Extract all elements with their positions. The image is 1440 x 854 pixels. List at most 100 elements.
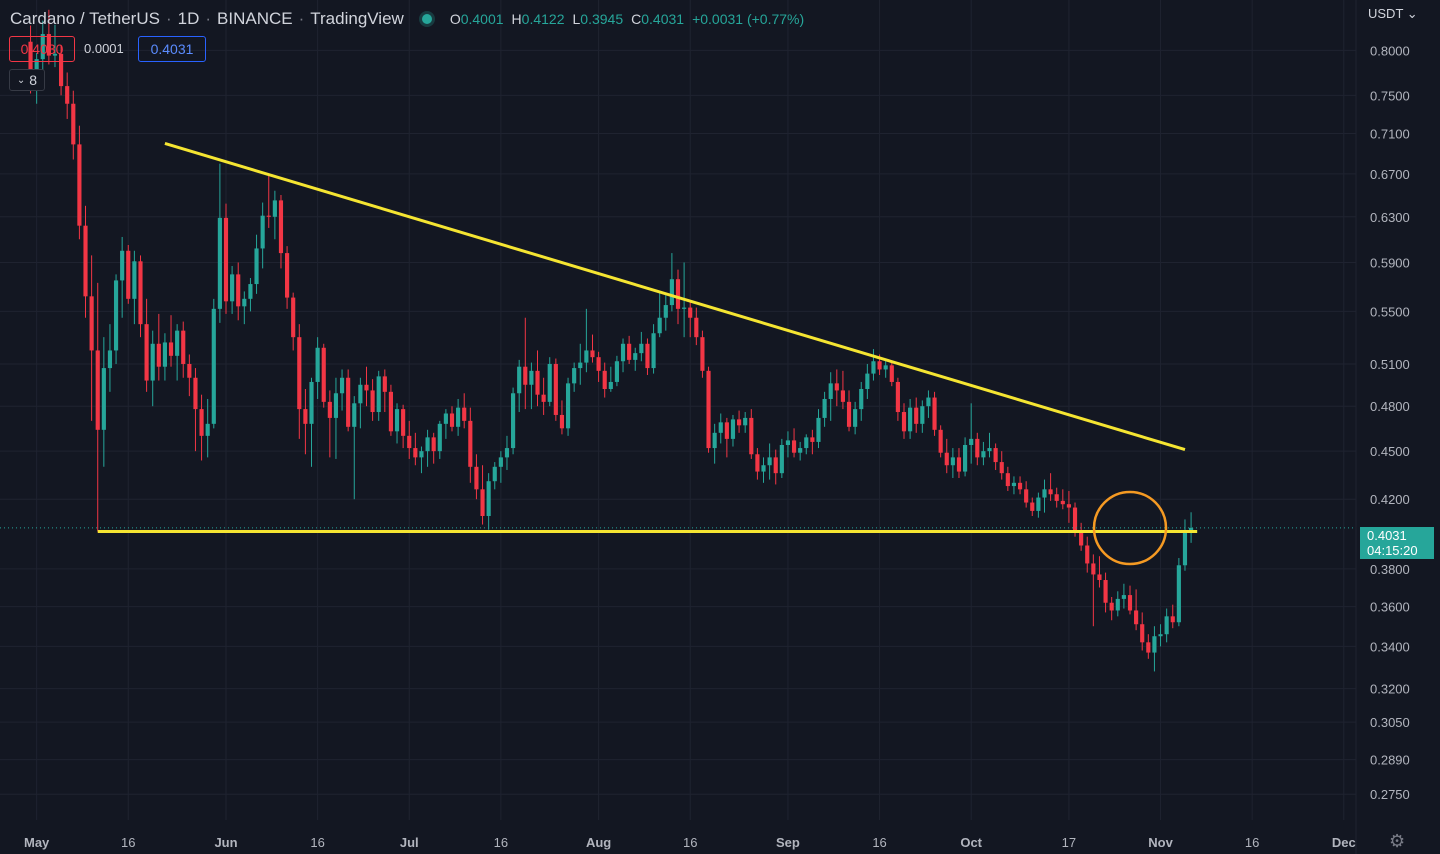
candle-body [1140, 624, 1145, 643]
trendlines[interactable] [0, 141, 1356, 566]
candle-body [956, 457, 962, 472]
x-tick-label: 16 [310, 835, 324, 850]
candle-body [559, 414, 565, 429]
candle-body [278, 200, 284, 254]
candle [1115, 591, 1120, 617]
candle-body [425, 437, 430, 452]
candle-body [950, 457, 955, 466]
candle [938, 425, 943, 458]
candle [688, 301, 693, 338]
candle [804, 434, 809, 455]
candle-body [449, 413, 455, 427]
candle [956, 448, 962, 478]
candle-body [1176, 565, 1181, 623]
symbol-name[interactable]: Cardano / TetherUS [10, 9, 160, 28]
candle [1134, 589, 1139, 631]
candle [77, 125, 82, 240]
candle-body [401, 409, 406, 436]
indicators-count: 8 [29, 72, 38, 88]
candle-body [724, 422, 729, 439]
candle [236, 262, 241, 321]
candle-body [755, 454, 760, 472]
candle [175, 324, 180, 381]
candle-body [804, 437, 809, 449]
y-tick-label: 0.3200 [1370, 682, 1410, 697]
candle-body [682, 307, 687, 309]
candle-body [175, 330, 180, 356]
separator-dot: · [298, 9, 305, 28]
buy-button[interactable]: 0.4031 [138, 36, 206, 62]
candle [394, 403, 400, 444]
candle [1066, 490, 1071, 523]
candle [333, 377, 339, 459]
currency-selector[interactable]: USDT ⌄ [1368, 6, 1418, 22]
candle-body [914, 407, 919, 424]
candle-body [333, 393, 339, 418]
sell-button[interactable]: 0.4030 [9, 36, 75, 62]
x-tick-label: Sep [776, 835, 800, 850]
candle-body [28, 41, 33, 75]
candle [1097, 556, 1102, 588]
y-tick-label: 0.2890 [1370, 753, 1410, 768]
candle-body [1011, 482, 1017, 487]
market-status-icon[interactable] [421, 14, 432, 24]
candle [193, 368, 198, 452]
y-tick-label: 0.5100 [1370, 357, 1410, 372]
candle-body [1127, 595, 1133, 611]
candle [718, 413, 723, 444]
candle-body [767, 457, 772, 466]
indicators-toggle[interactable]: ⌄ 8 [9, 69, 45, 91]
candle-body [1042, 489, 1047, 498]
candle-body [871, 361, 876, 374]
candle-body [339, 377, 345, 394]
candle [83, 205, 88, 318]
x-tick-label: 16 [494, 835, 508, 850]
candle-body [193, 377, 198, 410]
candle-body [584, 350, 589, 363]
candle [755, 448, 760, 480]
candle [1024, 481, 1029, 508]
candle-body [498, 457, 503, 467]
candle [59, 45, 64, 96]
candle [639, 331, 644, 362]
candle [492, 462, 497, 490]
interval[interactable]: 1D [177, 9, 200, 28]
candle-body [486, 481, 491, 516]
candle [46, 9, 51, 65]
x-tick-label: May [24, 835, 50, 850]
candle-body [266, 215, 271, 217]
candle [425, 429, 430, 467]
candle [297, 324, 302, 439]
candle [1085, 536, 1090, 573]
x-tick-label: 16 [872, 835, 886, 850]
candle-body [1030, 502, 1035, 511]
y-tick-label: 0.6700 [1370, 167, 1410, 182]
candle-body [975, 438, 980, 458]
candle [352, 396, 357, 500]
candle-body [156, 343, 161, 367]
x-tick-label: 16 [1245, 835, 1259, 850]
candle [908, 398, 913, 439]
candle-body [620, 343, 626, 362]
candle-body [260, 215, 265, 249]
candle-body [553, 363, 558, 415]
candle-body [541, 394, 546, 402]
gear-icon[interactable]: ⚙ [1389, 831, 1406, 851]
candle [419, 446, 424, 474]
candle-body [798, 448, 803, 453]
candle [230, 266, 235, 314]
candle [547, 357, 552, 407]
candle [987, 432, 992, 458]
candle [95, 282, 100, 532]
candle [1005, 466, 1010, 491]
y-tick-label: 0.6300 [1370, 210, 1410, 225]
candle-body [969, 438, 974, 445]
candle-body [242, 298, 247, 307]
candle-body [846, 401, 852, 427]
candle [1042, 479, 1047, 513]
candle-body [669, 279, 674, 306]
axes: 0.8000 0.7500 0.7100 0.6700 0.6300 0.5900 0.55… [24, 0, 1410, 854]
candle-body [291, 297, 296, 338]
candle [407, 420, 412, 459]
